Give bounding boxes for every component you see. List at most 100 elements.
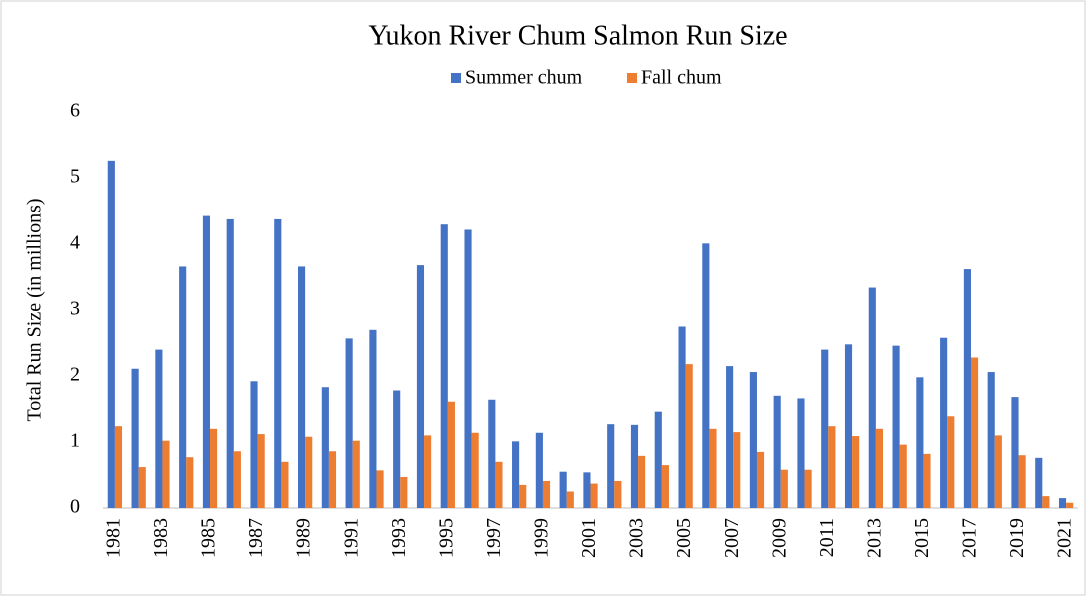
y-tick-label: 2 <box>70 364 80 386</box>
bar <box>488 399 496 508</box>
bar <box>868 287 876 508</box>
bar <box>780 469 788 508</box>
bar <box>464 229 472 509</box>
x-tick-label: 2019 <box>1006 518 1028 558</box>
bar <box>393 390 401 508</box>
bar <box>726 366 734 508</box>
bar <box>186 457 194 508</box>
bar <box>583 472 591 508</box>
bar <box>298 266 306 508</box>
bar <box>107 160 115 508</box>
bar <box>1035 457 1043 508</box>
bar <box>661 465 669 508</box>
bar <box>614 480 622 508</box>
x-tick-label: 1997 <box>483 518 505 558</box>
x-tick-label: 1999 <box>531 518 553 558</box>
bar <box>202 215 211 508</box>
legend-label: Summer chum <box>465 67 583 89</box>
bar <box>923 453 931 508</box>
bar <box>1042 496 1050 508</box>
x-tick-label: 2003 <box>626 518 648 558</box>
bar <box>773 395 781 508</box>
bar <box>685 364 693 508</box>
bar <box>1018 455 1026 508</box>
bar <box>797 398 805 508</box>
bar <box>749 372 757 508</box>
legend-swatch <box>451 73 461 83</box>
bar <box>559 471 567 508</box>
bar <box>321 387 329 508</box>
y-tick-label: 3 <box>70 298 80 320</box>
bar <box>305 436 313 508</box>
bar <box>947 416 955 508</box>
bar <box>987 372 995 508</box>
bar <box>226 218 234 509</box>
bar <box>963 269 971 508</box>
bar <box>899 444 907 508</box>
x-tick-label: 1981 <box>102 518 124 558</box>
bar <box>1066 502 1074 508</box>
legend-label: Fall chum <box>641 67 722 89</box>
bar <box>131 368 139 508</box>
bar <box>852 436 860 508</box>
bar <box>345 338 353 508</box>
x-tick-label: 1991 <box>340 518 362 558</box>
bar <box>892 345 900 508</box>
bar <box>630 424 639 508</box>
bar <box>607 424 615 508</box>
x-tick-label: 1987 <box>245 518 267 558</box>
bar <box>844 344 853 508</box>
x-tick-label: 2007 <box>721 518 743 558</box>
y-tick-label: 1 <box>70 430 80 452</box>
bar <box>352 440 360 508</box>
bar <box>875 428 883 508</box>
bar <box>250 381 258 508</box>
bar <box>702 243 710 508</box>
bar <box>519 484 527 508</box>
x-tick-label: 2009 <box>768 518 790 558</box>
bar <box>535 432 543 508</box>
bar <box>916 377 924 508</box>
bar <box>994 435 1002 508</box>
x-tick-label: 2001 <box>578 518 600 558</box>
x-tick-label: 2011 <box>816 518 838 557</box>
bar <box>369 329 377 508</box>
x-tick-label: 1985 <box>198 518 220 558</box>
bar <box>804 469 812 508</box>
bar <box>495 461 503 508</box>
bar <box>678 326 686 508</box>
bar <box>821 349 829 508</box>
bar <box>162 440 170 508</box>
bar <box>376 470 384 508</box>
bar <box>512 441 520 508</box>
bar <box>756 451 765 508</box>
bar <box>138 467 146 508</box>
bar <box>179 266 187 508</box>
bar <box>471 432 479 508</box>
bar <box>114 426 123 508</box>
bar <box>709 428 717 508</box>
bar <box>733 432 741 508</box>
bar <box>155 349 163 508</box>
x-tick-label: 2015 <box>911 518 933 558</box>
bar <box>970 357 979 508</box>
y-tick-label: 4 <box>70 232 80 254</box>
bar <box>1058 498 1067 508</box>
bar <box>542 480 551 508</box>
bar <box>233 451 241 508</box>
bar <box>447 401 455 508</box>
y-axis-label: Total Run Size (in millions) <box>24 198 46 421</box>
bar <box>424 435 432 508</box>
bar <box>281 461 289 508</box>
bar <box>257 434 265 508</box>
bar <box>440 224 448 508</box>
x-tick-label: 2017 <box>959 518 981 558</box>
x-tick-label: 2013 <box>863 518 885 558</box>
x-tick-label: 1989 <box>293 518 315 558</box>
bar <box>274 218 282 509</box>
y-tick-label: 0 <box>70 496 80 518</box>
bar <box>400 476 408 508</box>
bar <box>1011 397 1019 508</box>
